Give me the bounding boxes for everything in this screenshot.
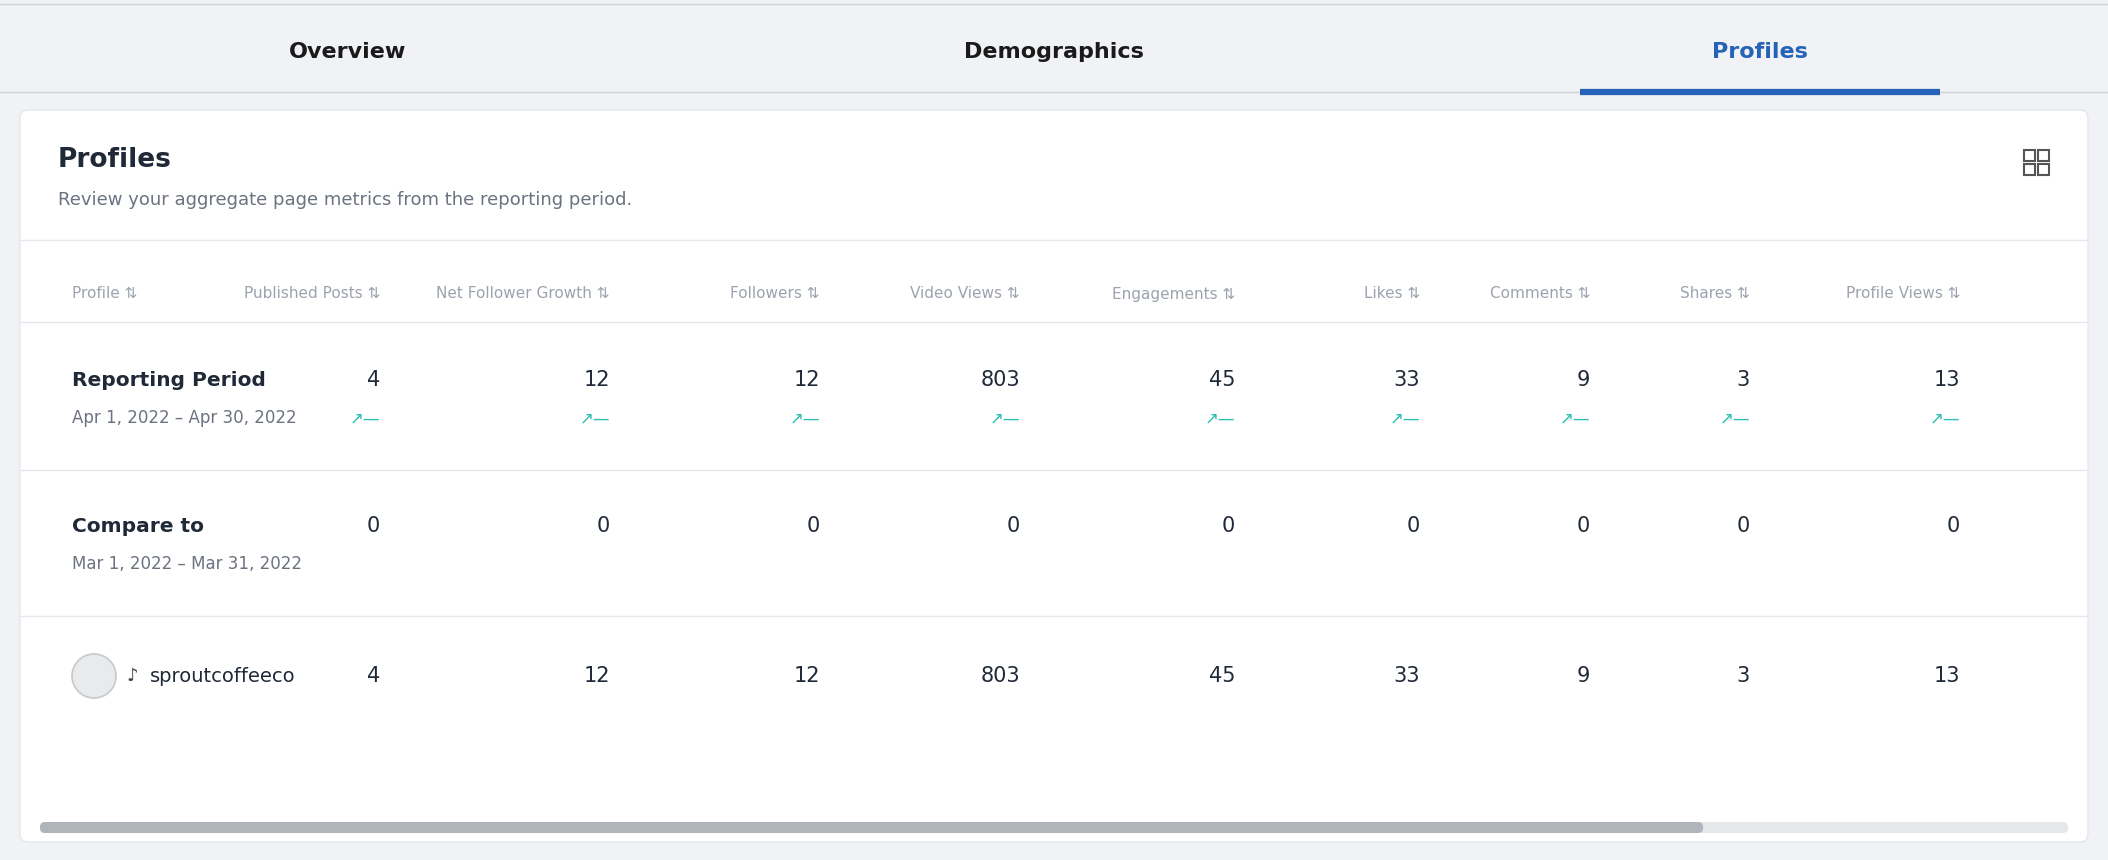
Text: 33: 33 — [1393, 370, 1421, 390]
Text: Net Follower Growth ⇅: Net Follower Growth ⇅ — [436, 286, 609, 302]
Text: Video Views ⇅: Video Views ⇅ — [911, 286, 1020, 302]
Text: ↗—: ↗— — [1720, 409, 1750, 427]
Text: sproutcoffeeco: sproutcoffeeco — [150, 666, 295, 685]
Text: Profiles: Profiles — [59, 147, 173, 173]
Text: Profile ⇅: Profile ⇅ — [72, 286, 137, 302]
Text: Published Posts ⇅: Published Posts ⇅ — [245, 286, 379, 302]
FancyBboxPatch shape — [19, 110, 2089, 842]
Text: 0: 0 — [597, 516, 609, 536]
Text: 0: 0 — [1948, 516, 1960, 536]
Text: Demographics: Demographics — [963, 42, 1145, 62]
Text: ↗—: ↗— — [790, 409, 820, 427]
Text: Shares ⇅: Shares ⇅ — [1680, 286, 1750, 302]
Text: Reporting Period: Reporting Period — [72, 371, 266, 390]
Text: 12: 12 — [793, 666, 820, 686]
Text: 3: 3 — [1737, 370, 1750, 390]
Bar — [2038, 163, 2049, 175]
Text: 12: 12 — [584, 370, 609, 390]
Text: 12: 12 — [793, 370, 820, 390]
Text: Engagements ⇅: Engagements ⇅ — [1111, 286, 1235, 302]
Text: 9: 9 — [1577, 666, 1589, 686]
Text: 0: 0 — [1737, 516, 1750, 536]
Text: ↗—: ↗— — [1929, 409, 1960, 427]
Text: 45: 45 — [1208, 666, 1235, 686]
Text: ↗—: ↗— — [580, 409, 609, 427]
Text: Mar 1, 2022 – Mar 31, 2022: Mar 1, 2022 – Mar 31, 2022 — [72, 555, 301, 573]
Text: Likes ⇅: Likes ⇅ — [1364, 286, 1421, 302]
Bar — [2024, 150, 2034, 161]
Bar — [2024, 163, 2034, 175]
Text: 0: 0 — [1577, 516, 1589, 536]
Text: 803: 803 — [980, 370, 1020, 390]
Text: 803: 803 — [980, 666, 1020, 686]
Text: 0: 0 — [367, 516, 379, 536]
Text: Profiles: Profiles — [1712, 42, 1809, 62]
Text: 0: 0 — [807, 516, 820, 536]
Text: Apr 1, 2022 – Apr 30, 2022: Apr 1, 2022 – Apr 30, 2022 — [72, 409, 297, 427]
FancyBboxPatch shape — [40, 822, 1703, 833]
Text: ↗—: ↗— — [1389, 409, 1421, 427]
Text: ↗—: ↗— — [1560, 409, 1589, 427]
Text: 33: 33 — [1393, 666, 1421, 686]
Text: ↗—: ↗— — [350, 409, 379, 427]
Text: Profile Views ⇅: Profile Views ⇅ — [1844, 286, 1960, 302]
Text: 0: 0 — [1008, 516, 1020, 536]
Text: 0: 0 — [1406, 516, 1421, 536]
Text: ♪: ♪ — [126, 667, 137, 685]
Text: Review your aggregate page metrics from the reporting period.: Review your aggregate page metrics from … — [59, 191, 632, 209]
Text: Comments ⇅: Comments ⇅ — [1490, 286, 1589, 302]
Text: Followers ⇅: Followers ⇅ — [731, 286, 820, 302]
Text: 13: 13 — [1933, 370, 1960, 390]
FancyBboxPatch shape — [40, 822, 2068, 833]
Text: 4: 4 — [367, 666, 379, 686]
Text: ↗—: ↗— — [989, 409, 1020, 427]
Text: 13: 13 — [1933, 666, 1960, 686]
Text: 12: 12 — [584, 666, 609, 686]
Text: Compare to: Compare to — [72, 517, 204, 536]
Bar — [2038, 150, 2049, 161]
Text: 4: 4 — [367, 370, 379, 390]
Text: 3: 3 — [1737, 666, 1750, 686]
Text: Overview: Overview — [289, 42, 407, 62]
Text: 45: 45 — [1208, 370, 1235, 390]
Circle shape — [72, 654, 116, 698]
Text: 9: 9 — [1577, 370, 1589, 390]
FancyBboxPatch shape — [0, 4, 2108, 92]
Text: 0: 0 — [1223, 516, 1235, 536]
Text: ↗—: ↗— — [1204, 409, 1235, 427]
